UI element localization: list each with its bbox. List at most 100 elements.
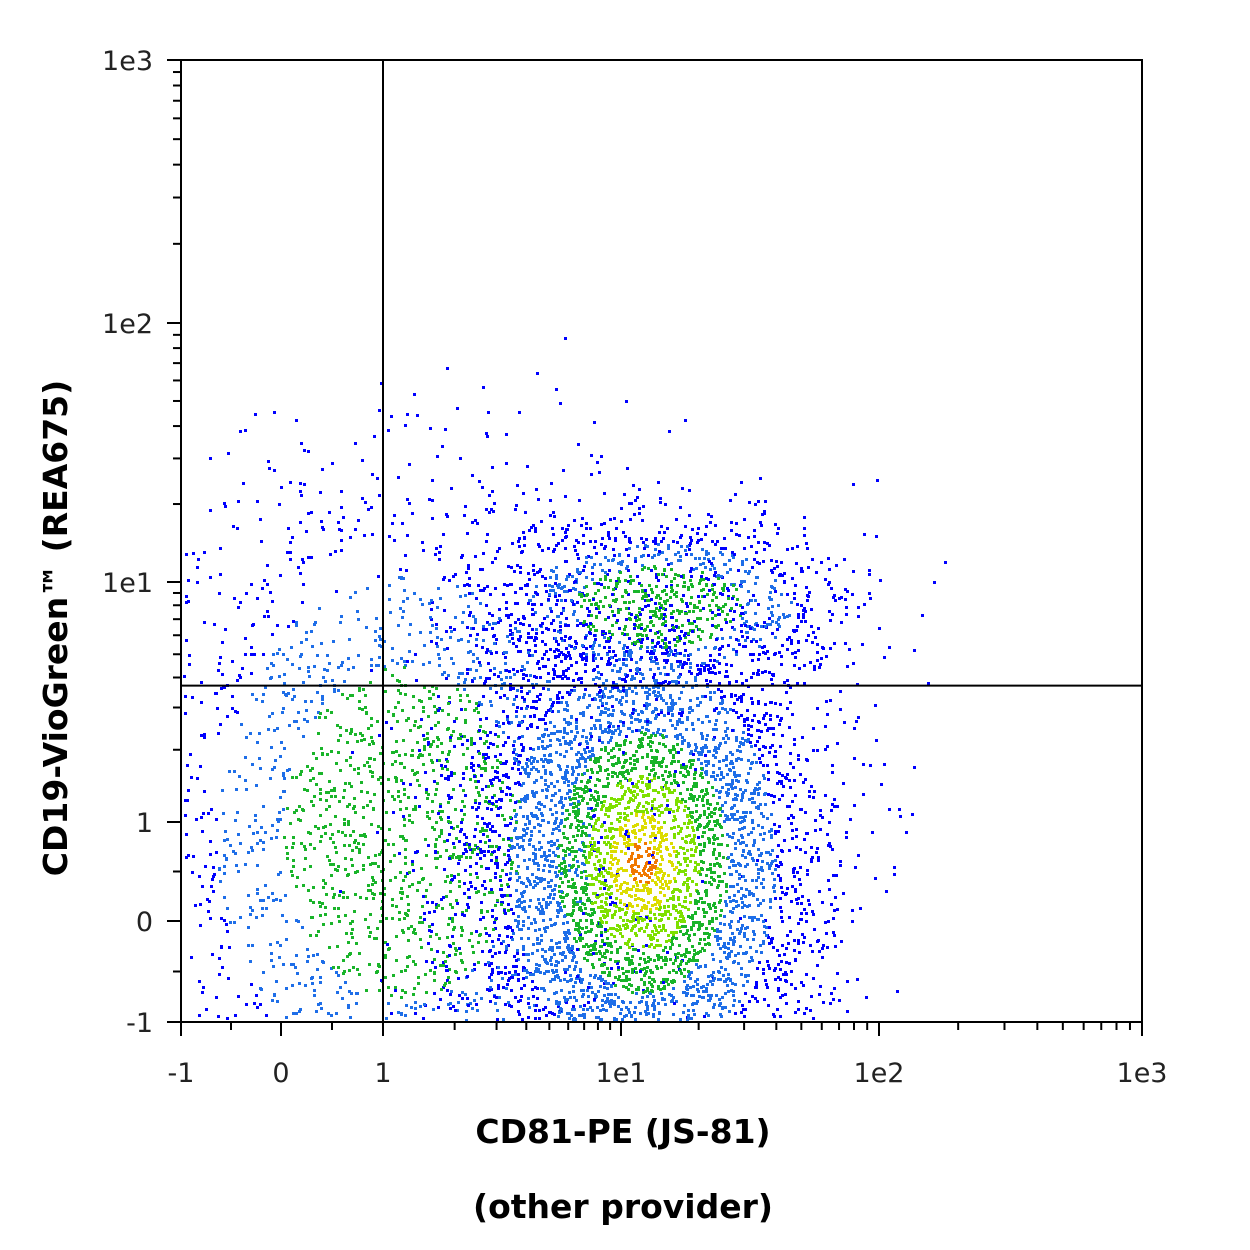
data-point [616, 948, 619, 951]
data-point [710, 876, 713, 879]
data-point [404, 848, 407, 851]
data-point [635, 992, 638, 995]
data-point [405, 569, 408, 572]
data-point [462, 852, 465, 855]
data-point [740, 714, 743, 717]
data-point [611, 695, 614, 698]
data-point [608, 650, 611, 653]
data-point [645, 883, 648, 886]
data-point [719, 937, 722, 940]
data-point [721, 1006, 724, 1009]
data-point [244, 779, 247, 782]
data-point [617, 727, 620, 730]
data-point [517, 920, 520, 923]
data-point [249, 906, 252, 909]
data-point [583, 845, 586, 848]
data-point [774, 830, 777, 833]
data-point [379, 920, 382, 923]
data-point [689, 662, 692, 665]
data-point [697, 892, 700, 895]
data-point [732, 941, 735, 944]
data-point [733, 804, 736, 807]
data-point [437, 587, 440, 590]
data-point [251, 763, 254, 766]
data-point [597, 605, 600, 608]
data-point [589, 645, 592, 648]
data-point [573, 610, 576, 613]
data-point [560, 989, 563, 992]
data-point [575, 961, 578, 964]
data-point [308, 675, 311, 678]
data-point [749, 653, 752, 656]
data-point [428, 925, 431, 928]
data-point [566, 590, 569, 593]
data-point [297, 711, 300, 714]
data-point [589, 758, 592, 761]
data-point [642, 989, 645, 992]
data-point [635, 988, 638, 991]
data-point [489, 1000, 492, 1003]
data-point [555, 640, 558, 643]
data-point [699, 814, 702, 817]
data-point [582, 945, 585, 948]
data-point [706, 792, 709, 795]
data-point [525, 593, 528, 596]
data-point [296, 876, 299, 879]
data-point [740, 887, 743, 890]
data-point [473, 835, 476, 838]
data-point [816, 643, 819, 646]
data-point [740, 742, 743, 745]
data-point [628, 963, 631, 966]
data-point [758, 645, 761, 648]
data-point [603, 986, 606, 989]
data-point [614, 539, 617, 542]
data-point [571, 575, 574, 578]
data-point [486, 585, 489, 588]
data-point [488, 891, 491, 894]
data-point [675, 1000, 678, 1003]
data-point [619, 816, 622, 819]
data-point [485, 867, 488, 870]
data-point [646, 718, 649, 721]
data-point [450, 774, 453, 777]
data-point [250, 846, 253, 849]
data-point [275, 980, 278, 983]
data-point [725, 755, 728, 758]
data-point [803, 664, 806, 667]
data-point [563, 585, 566, 588]
data-point [592, 883, 595, 886]
data-point [779, 968, 782, 971]
data-point [403, 666, 406, 669]
data-point [748, 904, 751, 907]
data-point [685, 612, 688, 615]
data-point [477, 806, 480, 809]
data-point [559, 629, 562, 632]
data-point [534, 855, 537, 858]
data-point [677, 665, 680, 668]
data-point [743, 819, 746, 822]
data-point [607, 982, 610, 985]
data-point [431, 901, 434, 904]
data-point [310, 800, 313, 803]
data-point [602, 630, 605, 633]
data-point [695, 785, 698, 788]
data-point [722, 974, 725, 977]
data-point [728, 835, 731, 838]
data-point [539, 676, 542, 679]
data-point [610, 656, 613, 659]
data-point [394, 706, 397, 709]
data-point [673, 826, 676, 829]
data-point [502, 774, 505, 777]
data-point [469, 650, 472, 653]
data-point [368, 935, 371, 938]
data-point [319, 491, 322, 494]
data-point [510, 936, 513, 939]
data-point [717, 606, 720, 609]
data-point [738, 745, 741, 748]
data-point [597, 760, 600, 763]
data-point [349, 596, 352, 599]
data-point [484, 757, 487, 760]
data-point [609, 903, 612, 906]
data-point [583, 1004, 586, 1007]
data-point [728, 955, 731, 958]
